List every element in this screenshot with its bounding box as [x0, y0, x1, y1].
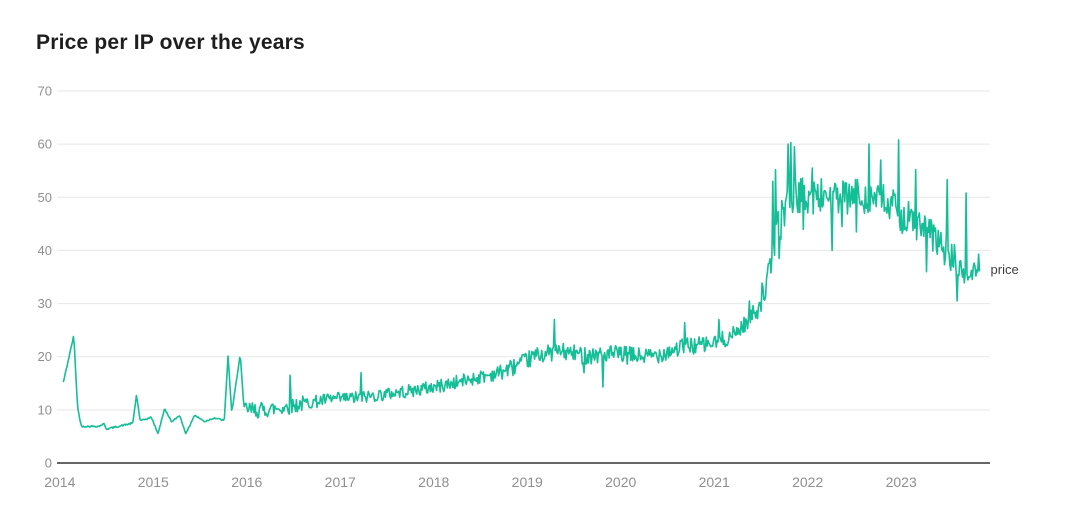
x-tick-label: 2016	[231, 474, 262, 490]
chart-title: Price per IP over the years	[36, 31, 305, 54]
y-tick-label: 20	[38, 349, 52, 364]
x-tick-label: 2018	[418, 474, 449, 490]
y-tick-label: 70	[38, 84, 52, 99]
y-tick-label: 0	[45, 456, 52, 471]
y-tick-label: 60	[38, 137, 52, 152]
y-tick-label: 40	[38, 243, 52, 258]
x-tick-label: 2019	[512, 474, 543, 490]
y-tick-label: 30	[38, 296, 52, 311]
x-tick-label: 2017	[325, 474, 356, 490]
x-tick-label: 2022	[792, 474, 823, 490]
x-tick-label: 2021	[699, 474, 730, 490]
price-line	[62, 139, 981, 435]
y-tick-label: 50	[38, 190, 52, 205]
x-tick-label: 2014	[44, 474, 75, 490]
y-tick-label: 10	[38, 402, 52, 417]
x-tick-label: 2015	[138, 474, 169, 490]
x-tick-label: 2020	[605, 474, 636, 490]
series-label: price	[990, 261, 1019, 277]
x-tick-label: 2023	[886, 474, 917, 490]
